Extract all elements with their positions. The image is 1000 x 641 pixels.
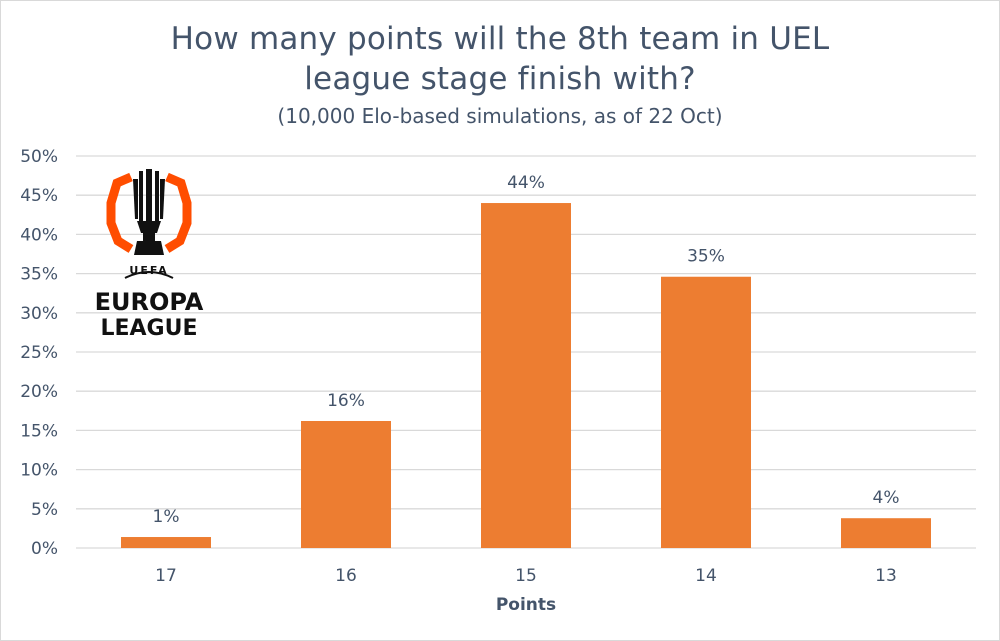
y-tick-label: 15% — [20, 421, 58, 441]
y-tick-label: 50% — [20, 147, 58, 167]
logo-text-league: LEAGUE — [100, 316, 197, 339]
data-label-15: 44% — [507, 173, 545, 193]
y-tick-label: 25% — [20, 343, 58, 363]
x-tick-label: 14 — [695, 566, 717, 586]
x-axis-tick-labels: 17 16 15 14 13 — [155, 566, 897, 586]
chart-title-line-2: league stage finish with? — [304, 61, 696, 97]
data-labels: 1% 16% 44% 35% 4% — [153, 173, 900, 527]
x-tick-label: 13 — [875, 566, 897, 586]
logo-right-bracket — [164, 172, 192, 253]
y-tick-label: 0% — [31, 539, 58, 559]
x-tick-label: 16 — [335, 566, 357, 586]
data-label-14: 35% — [687, 247, 725, 267]
y-tick-label: 5% — [31, 500, 58, 520]
trophy-icon — [133, 169, 165, 255]
y-tick-label: 45% — [20, 186, 58, 206]
data-label-16: 16% — [327, 391, 365, 411]
x-tick-label: 15 — [515, 566, 537, 586]
y-tick-label: 30% — [20, 304, 58, 324]
data-label-13: 4% — [873, 488, 900, 508]
chart-title-line-1: How many points will the 8th team in UEL — [170, 21, 830, 57]
y-tick-label: 10% — [20, 461, 58, 481]
europa-league-logo: UEFA EUROPA LEAGUE — [95, 169, 204, 339]
y-tick-label: 35% — [20, 265, 58, 285]
logo-arc — [124, 271, 174, 279]
logo-text-uefa: UEFA — [129, 264, 168, 277]
bar-13 — [841, 518, 931, 548]
data-label-17: 1% — [153, 507, 180, 527]
x-axis-title: Points — [496, 595, 556, 615]
bar-14 — [661, 276, 751, 548]
bar-15 — [481, 203, 571, 549]
x-tick-label: 17 — [155, 566, 177, 586]
y-axis-tick-labels: 0% 5% 10% 15% 20% 25% 30% 35% 40% 45% 50% — [20, 147, 58, 559]
y-tick-label: 40% — [20, 225, 58, 245]
bar-17 — [121, 537, 211, 548]
logo-left-bracket — [106, 172, 134, 253]
logo-text-europa: EUROPA — [95, 288, 204, 316]
bar-16 — [301, 420, 391, 548]
bars — [121, 203, 931, 549]
chart-subtitle: (10,000 Elo-based simulations, as of 22 … — [277, 104, 723, 128]
y-tick-label: 20% — [20, 382, 58, 402]
